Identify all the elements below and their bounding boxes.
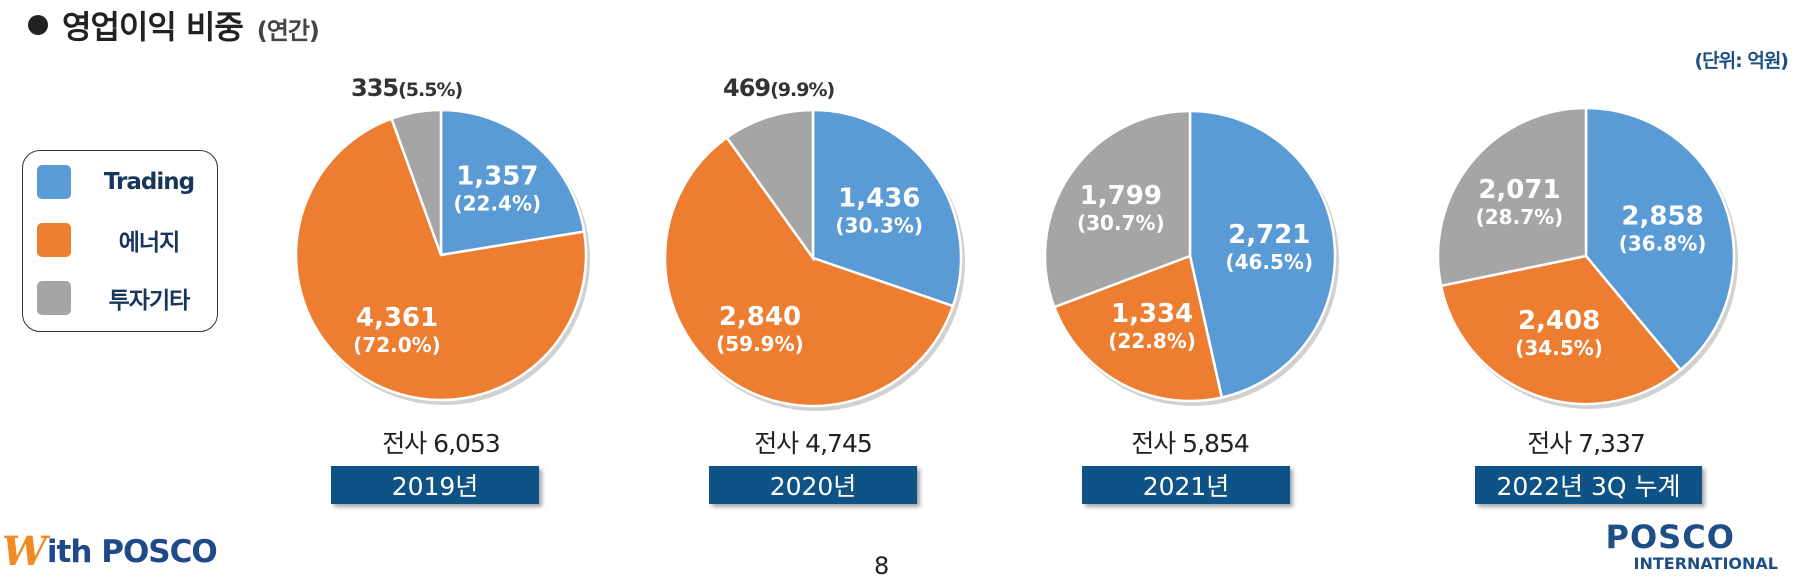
- pie-slice-energy: [294, 117, 588, 402]
- pie-slice-energy: [663, 135, 955, 408]
- slice-percent-label: (34.5%): [1515, 336, 1603, 360]
- pie-chart-1: 1,357(22.4%) 4,361(72.0%) 335(5.5%): [294, 74, 590, 405]
- page-number: 8: [874, 552, 890, 580]
- legend: Trading 에너지 투자기타: [22, 150, 218, 332]
- slice-value-label: 1,436: [838, 184, 920, 214]
- legend-swatch-investment: [37, 281, 71, 315]
- slice-value-label: 2,858: [1621, 201, 1703, 231]
- pie-slice-trading: [1584, 106, 1736, 372]
- legend-label-investment: 투자기타: [108, 288, 191, 314]
- posco-logo-text: POSCO: [1605, 518, 1735, 556]
- with-posco-text: ith POSCO: [46, 533, 218, 570]
- slice-value-label: 4,361: [356, 303, 438, 333]
- pie-chart-2: 1,436(30.3%) 2,840(59.9%) 469(9.9%): [663, 74, 965, 411]
- period-label-3: 2021년: [1082, 466, 1290, 504]
- legend-label-trading: Trading: [103, 169, 195, 195]
- company-total-4: 전사 7,337: [1527, 429, 1646, 458]
- slice-percent-label: (72.0%): [353, 333, 441, 357]
- slice-outside-label: 335(5.5%): [351, 74, 462, 102]
- period-label-1: 2019년: [331, 466, 539, 504]
- company-total-1: 전사 6,053: [382, 429, 501, 458]
- period-label-2: 2020년: [709, 466, 917, 504]
- legend-item-trading: Trading: [37, 165, 195, 199]
- slide-title: 영업이익 비중 (연간): [28, 2, 320, 48]
- slice-value-label: 469: [723, 74, 770, 102]
- unit-label: (단위: 억원): [1694, 50, 1789, 72]
- pie-chart-4: 2,858(36.8%) 2,408(34.5%) 2,071(28.7%): [1436, 106, 1738, 409]
- title-subtitle: (연간): [256, 16, 320, 45]
- slice-percent-label: (30.3%): [835, 214, 923, 238]
- slice-percent-label: (9.9%): [770, 79, 834, 101]
- company-total-2: 전사 4,745: [754, 429, 873, 458]
- pie-slice-investment: [389, 108, 443, 256]
- title-bullet: [28, 15, 48, 35]
- slice-value-label: 2,840: [719, 302, 801, 332]
- slice-percent-label: (46.5%): [1225, 250, 1313, 274]
- slice-percent-label: (36.8%): [1619, 231, 1707, 255]
- pie-slice-trading: [439, 108, 586, 257]
- legend-label-energy: 에너지: [118, 230, 180, 256]
- title-text: 영업이익 비중: [62, 8, 244, 46]
- period-label-4: 2022년 3Q 누계: [1475, 466, 1702, 504]
- slice-percent-label: (28.7%): [1476, 205, 1564, 229]
- legend-item-investment: 투자기타: [37, 281, 190, 315]
- pie-slice-trading: [1188, 109, 1337, 399]
- slice-value-label: 335: [351, 74, 398, 102]
- posco-logo-subtext: INTERNATIONAL: [1633, 554, 1778, 573]
- pie-slice-investment: [1043, 109, 1192, 309]
- slice-percent-label: (5.5%): [398, 79, 462, 101]
- slice-percent-label: (30.7%): [1077, 211, 1165, 235]
- slice-percent-label: (22.8%): [1108, 329, 1196, 353]
- slice-value-label: 2,721: [1228, 220, 1310, 250]
- company-total-3: 전사 5,854: [1131, 429, 1250, 458]
- posco-international-logo: POSCO INTERNATIONAL: [1606, 520, 1778, 573]
- slice-percent-label: (59.9%): [716, 332, 804, 356]
- with-posco-logo: W ith POSCO: [2, 528, 218, 575]
- slice-value-label: 2,071: [1478, 175, 1560, 205]
- pie-slice-trading: [811, 108, 963, 308]
- slice-value-label: 1,799: [1080, 181, 1162, 211]
- pie-slice-investment: [1436, 106, 1588, 288]
- legend-item-energy: 에너지: [37, 223, 180, 257]
- pie-slice-investment: [725, 108, 815, 262]
- slice-percent-label: (22.4%): [453, 192, 541, 216]
- legend-swatch-energy: [37, 223, 71, 257]
- slice-outside-label: 469(9.9%): [723, 74, 834, 102]
- legend-swatch-trading: [37, 165, 71, 199]
- slice-value-label: 1,334: [1111, 299, 1193, 329]
- pie-slice-energy: [1439, 254, 1683, 406]
- pie-chart-3: 2,721(46.5%) 1,334(22.8%) 1,799(30.7%): [1043, 109, 1339, 406]
- slice-value-label: 2,408: [1518, 306, 1600, 336]
- with-posco-w: W: [2, 528, 47, 575]
- slice-value-label: 1,357: [456, 162, 538, 192]
